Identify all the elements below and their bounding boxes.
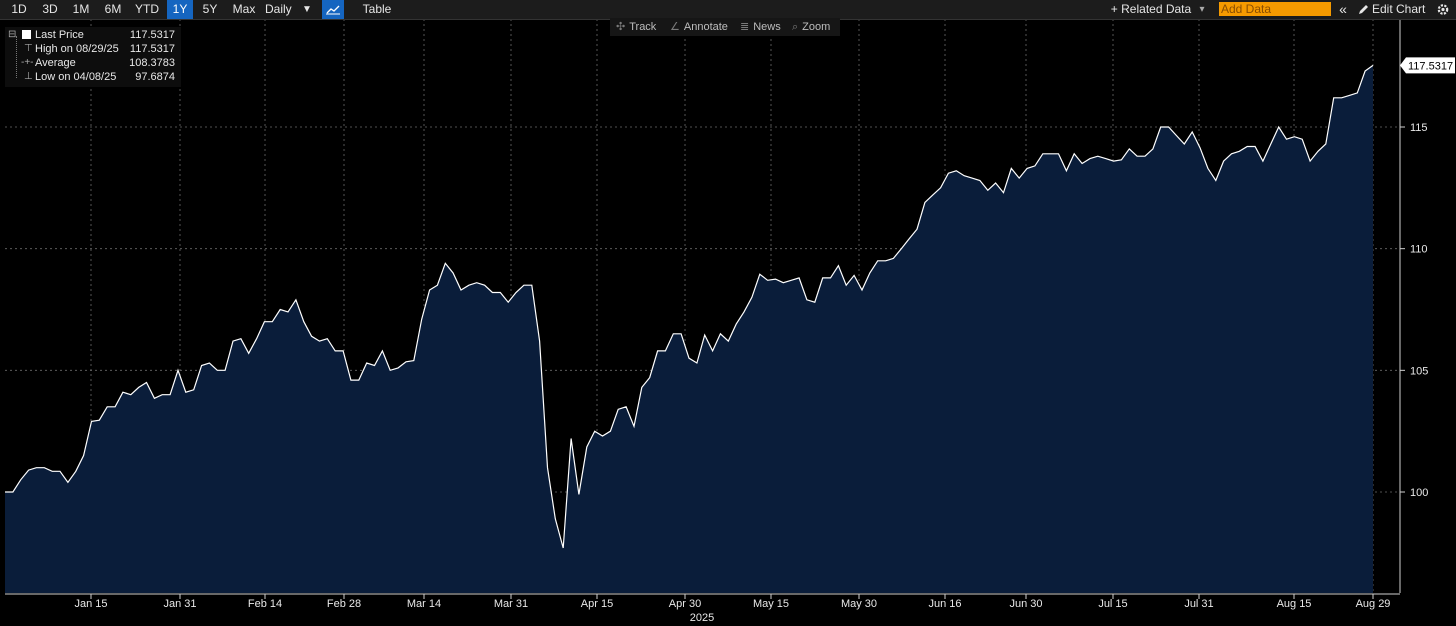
x-tick-label: Feb 14 [248, 598, 282, 610]
x-tick-label: Mar 31 [494, 598, 528, 610]
gear-icon[interactable] [1434, 0, 1452, 19]
collapse-box-icon[interactable]: ⊟ [8, 29, 17, 40]
magnifier-icon: ⌕ [792, 21, 799, 33]
range-ytd-button[interactable]: YTD [135, 2, 159, 16]
high-label: High on 08/29/25 [35, 43, 119, 55]
track-tool[interactable]: ✣ Track [616, 18, 656, 36]
news-label: News [753, 21, 781, 33]
x-tick-label: Feb 28 [327, 598, 361, 610]
last-price-label: Last Price [35, 29, 84, 41]
annotate-tool[interactable]: ∠ Annotate [670, 18, 728, 36]
x-tick-label: Jan 15 [74, 598, 107, 610]
track-label: Track [629, 21, 657, 33]
x-tick-label: Aug 15 [1277, 598, 1312, 610]
chevron-down-icon[interactable]: ▼ [302, 4, 312, 15]
zoom-label: Zoom [802, 21, 831, 33]
range-3d-button[interactable]: 3D [42, 2, 58, 16]
low-marker-icon: ⊥ [24, 71, 33, 82]
x-tick-label: Aug 29 [1356, 598, 1391, 610]
x-tick-label: Jun 30 [1009, 598, 1042, 610]
annotate-icon: ∠ [670, 21, 680, 33]
pencil-icon[interactable] [1356, 0, 1370, 19]
legend-tree-line [16, 36, 18, 78]
x-tick-label: Jul 15 [1098, 598, 1127, 610]
price-area-fill [5, 65, 1373, 593]
x-tick-label: May 30 [841, 598, 877, 610]
annotate-label: Annotate [683, 21, 728, 33]
last-price-tag-box [1400, 57, 1455, 74]
edit-chart-button[interactable]: Edit Chart [1372, 2, 1426, 16]
range-max-button[interactable]: Max [232, 2, 256, 16]
table-view-button[interactable]: Table [362, 2, 392, 16]
price-line [5, 64, 1374, 549]
high-marker-icon: ⊤ [24, 43, 33, 54]
collapse-icon[interactable]: « [1339, 1, 1347, 17]
legend-row-last: ⊟ Last Price 117.5317 [5, 28, 181, 42]
x-axis: Jan 15 Jan 31 Feb 14 Feb 28 Mar 14 Mar 31 Apr … [5, 593, 1400, 624]
related-data-button[interactable]: + Related Data [1110, 2, 1192, 16]
last-price-swatch [22, 30, 31, 39]
y-tick-label: 105 [1410, 365, 1428, 377]
legend-row-high: ⊤ High on 08/29/25 117.5317 [5, 42, 181, 56]
y-axis: 100 105 110 115 [1399, 19, 1428, 593]
caret-down-icon[interactable]: ▾ [1199, 4, 1205, 15]
x-tick-label: Jun 16 [928, 598, 961, 610]
high-value: 117.5317 [129, 43, 175, 55]
x-tick-label: Apr 15 [581, 598, 613, 610]
last-price-value: 117.5317 [129, 29, 175, 41]
y-tick-label: 100 [1410, 487, 1428, 499]
average-value: 108.3783 [129, 57, 175, 69]
y-tick-label: 115 [1410, 122, 1428, 134]
news-tool[interactable]: ≣ News [740, 18, 781, 36]
crosshair-icon: ✣ [616, 21, 626, 33]
low-value: 97.6874 [135, 71, 175, 83]
x-tick-label: Apr 30 [669, 598, 701, 610]
range-6m-button[interactable]: 6M [104, 2, 122, 16]
range-1y-button[interactable]: 1Y [167, 0, 193, 19]
x-year-label: 2025 [690, 612, 714, 624]
range-1d-button[interactable]: 1D [11, 2, 27, 16]
news-icon: ≣ [740, 21, 750, 33]
average-label: Average [35, 57, 76, 69]
chart-tools-bar: ✣ Track ∠ Annotate ≣ News ⌕ Zoom [610, 18, 840, 36]
x-tick-label: Jan 31 [163, 598, 196, 610]
add-data-input[interactable] [1219, 2, 1331, 16]
last-price-tag: 117.5317 [1400, 57, 1455, 74]
frequency-select[interactable]: Daily [265, 2, 292, 16]
price-legend: ⊟ Last Price 117.5317 ⊤ High on 08/29/25… [5, 27, 181, 87]
legend-row-low: ⊥ Low on 04/08/25 97.6874 [5, 70, 181, 84]
x-tick-label: Mar 14 [407, 598, 441, 610]
legend-row-average: -+- Average 108.3783 [5, 56, 181, 70]
average-marker-icon: -+- [21, 57, 34, 68]
last-price-tag-text: 117.5317 [1408, 60, 1453, 72]
zoom-tool[interactable]: ⌕ Zoom [792, 18, 830, 36]
line-chart-icon[interactable] [322, 0, 344, 19]
range-1m-button[interactable]: 1M [72, 2, 90, 16]
x-tick-label: Jul 31 [1184, 598, 1213, 610]
y-tick-label: 110 [1410, 244, 1428, 256]
range-5y-button[interactable]: 5Y [202, 2, 218, 16]
low-label: Low on 04/08/25 [35, 71, 117, 83]
x-tick-label: May 15 [753, 598, 789, 610]
top-toolbar: 1D 3D 1M 6M YTD 1Y 5Y Max Daily ▼ Table … [0, 0, 1456, 20]
